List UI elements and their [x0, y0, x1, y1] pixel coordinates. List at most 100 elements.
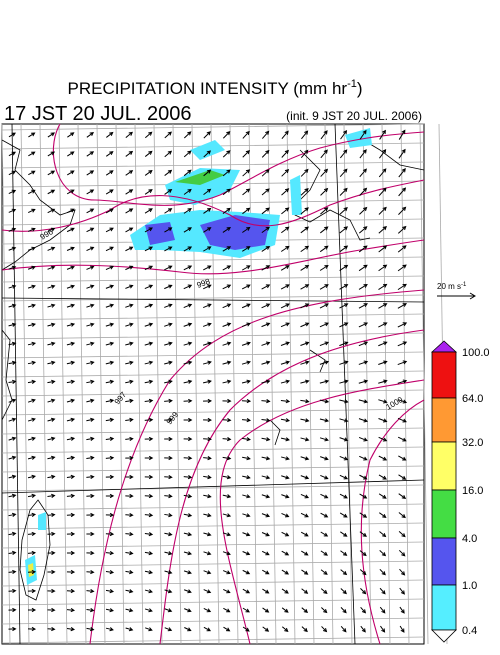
- grid-line: [1, 256, 425, 264]
- wind-arrow: [164, 322, 173, 327]
- wind-arrow: [164, 398, 173, 404]
- wind-arrow: [319, 341, 330, 347]
- wind-arrow: [320, 512, 329, 518]
- wind-arrow: [164, 417, 173, 423]
- wind-arrow: [86, 360, 95, 365]
- wind-arrow: [261, 284, 271, 290]
- wind-arrow: [378, 399, 388, 404]
- wind-arrow: [339, 264, 349, 272]
- wind-arrow: [183, 150, 192, 158]
- wind-arrow: [261, 360, 271, 365]
- wind-arrow: [66, 626, 76, 632]
- wind-arrow: [360, 588, 367, 595]
- wind-arrow: [27, 227, 36, 232]
- wind-arrow: [47, 360, 56, 365]
- wind-arrow: [183, 532, 193, 537]
- wind-arrow: [281, 130, 289, 140]
- wind-arrow: [320, 187, 329, 196]
- wind-arrow: [105, 322, 115, 327]
- wind-arrow: [280, 341, 290, 346]
- wind-unit: 20 m s: [437, 282, 461, 291]
- wind-arrow: [398, 129, 406, 140]
- wind-arrow: [280, 245, 290, 252]
- grid-line: [1, 123, 11, 645]
- wind-arrow: [222, 379, 232, 384]
- title: PRECIPITATION INTENSITY (mm hr-1): [67, 78, 362, 98]
- wind-arrow: [359, 206, 368, 215]
- wind-arrow: [339, 149, 348, 159]
- colorbar-label: 16.0: [462, 485, 483, 497]
- wind-arrow: [27, 265, 36, 270]
- wind-arrow: [222, 437, 232, 442]
- wind-arrow: [8, 208, 17, 213]
- grid-line: [286, 123, 296, 645]
- grid-line: [1, 560, 425, 568]
- wind-arrow: [47, 607, 56, 613]
- precip-area: [175, 170, 225, 185]
- colorbar-segment: [431, 537, 457, 586]
- wind-arrow: [144, 341, 154, 346]
- wind-arrow: [86, 608, 95, 613]
- wind-arrow: [339, 226, 348, 234]
- wind-arrow: [125, 417, 134, 422]
- wind-arrow: [359, 129, 367, 140]
- wind-arrow: [359, 168, 367, 178]
- wind-arrow: [105, 474, 115, 480]
- colorbar-over: [430, 340, 458, 353]
- wind-arrow: [261, 418, 271, 423]
- wind-arrow: [203, 626, 212, 632]
- wind-arrow: [320, 550, 328, 556]
- wind-arrow: [105, 341, 115, 346]
- wind-arrow: [261, 475, 271, 480]
- wind-arrow: [144, 303, 154, 308]
- isobar: [159, 329, 425, 645]
- wind-arrow: [47, 455, 56, 460]
- grid-line: [1, 275, 425, 283]
- wind-arrow: [222, 417, 232, 423]
- wind-arrow: [125, 322, 134, 327]
- grid-line: [1, 446, 425, 454]
- wind-arrow: [125, 284, 134, 289]
- wind-arrow: [398, 549, 406, 557]
- wind-arrow: [47, 550, 56, 556]
- wind-arrow: [300, 399, 310, 404]
- wind-arrow: [27, 531, 37, 537]
- wind-arrow: [86, 531, 95, 537]
- wind-arrow: [319, 322, 330, 328]
- wind-arrow: [280, 437, 290, 442]
- wind-arrow: [66, 284, 75, 289]
- wind-arrow: [183, 246, 193, 252]
- wind-arrow: [261, 379, 271, 384]
- wind-arrow: [125, 570, 134, 575]
- wind-arrow: [280, 322, 290, 328]
- isobar: [360, 399, 425, 645]
- wind-arrow: [86, 436, 95, 441]
- wind-arrow: [145, 627, 153, 632]
- wind-arrow: [281, 607, 289, 613]
- wind-arrow: [300, 379, 310, 384]
- wind-arrow: [66, 227, 75, 233]
- wind-arrow: [27, 379, 37, 384]
- wind-arrow: [261, 226, 271, 234]
- wind-arrow: [281, 149, 289, 158]
- wind-arrow: [183, 494, 193, 499]
- wind-arrow: [47, 151, 56, 157]
- precip-area: [290, 175, 302, 215]
- wind-arrow: [86, 265, 95, 270]
- wind-arrow: [203, 150, 212, 158]
- wind-arrow: [47, 170, 56, 176]
- wind-arrow: [280, 303, 290, 309]
- grid-line: [134, 123, 144, 645]
- wind-arrow: [27, 398, 36, 403]
- wind-arrow: [242, 494, 251, 499]
- wind-arrow: [125, 227, 134, 233]
- wind-arrow: [280, 379, 291, 384]
- wind-arrow: [262, 130, 270, 139]
- wind-arrow: [339, 284, 349, 290]
- wind-arrow: [399, 568, 406, 576]
- wind-arrow: [105, 170, 114, 176]
- wind-arrow: [125, 436, 134, 442]
- isobar-label: 998: [196, 277, 212, 290]
- wind-arrow: [203, 398, 212, 404]
- wind-arrow: [27, 303, 36, 308]
